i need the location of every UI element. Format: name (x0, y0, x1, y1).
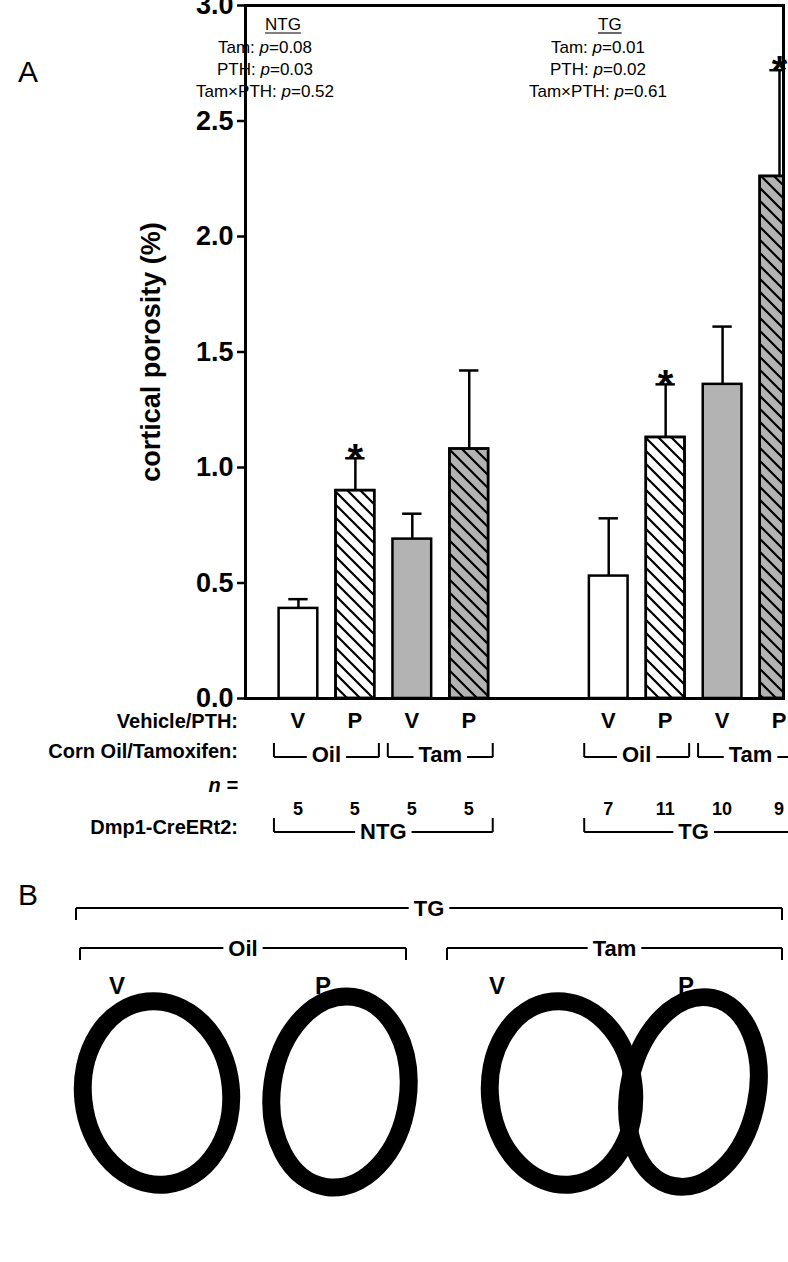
svg-text:7: 7 (603, 799, 613, 819)
svg-text:P: P (315, 972, 331, 999)
svg-text:TG: TG (598, 15, 622, 34)
svg-text:NTG: NTG (265, 15, 301, 34)
svg-text:V: V (109, 972, 125, 999)
svg-text:TG: TG (414, 896, 445, 921)
svg-text:Tam: p=0.08: Tam: p=0.08 (218, 38, 312, 57)
svg-text:B: B (18, 878, 38, 911)
svg-text:P: P (772, 708, 787, 733)
svg-text:1.5: 1.5 (196, 337, 234, 367)
svg-text:A: A (18, 55, 38, 88)
svg-text:3.0: 3.0 (196, 0, 234, 20)
svg-text:Corn Oil/Tamoxifen:: Corn Oil/Tamoxifen: (48, 740, 238, 762)
svg-text:Tam: Tam (593, 936, 637, 961)
svg-text:5: 5 (293, 799, 303, 819)
svg-text:Vehicle/PTH:: Vehicle/PTH: (117, 710, 238, 732)
svg-text:n =: n = (209, 774, 239, 796)
svg-text:Dmp1-CreERt2:: Dmp1-CreERt2: (90, 816, 238, 838)
svg-text:V: V (404, 708, 419, 733)
svg-text:Tam: Tam (729, 742, 773, 767)
svg-text:V: V (601, 708, 616, 733)
svg-text:11: 11 (656, 799, 675, 819)
svg-text:PTH: p=0.02: PTH: p=0.02 (550, 60, 646, 79)
svg-text:2.0: 2.0 (196, 221, 234, 251)
svg-text:PTH: p=0.03: PTH: p=0.03 (217, 60, 313, 79)
svg-text:*: * (348, 436, 364, 480)
svg-text:P: P (348, 708, 363, 733)
svg-text:TG: TG (678, 819, 709, 844)
svg-text:0.0: 0.0 (196, 683, 234, 713)
svg-text:Oil: Oil (312, 742, 341, 767)
svg-text:V: V (489, 972, 505, 999)
svg-text:2.5: 2.5 (196, 106, 234, 136)
svg-text:*: * (772, 48, 788, 92)
svg-text:Oil: Oil (622, 742, 651, 767)
svg-text:5: 5 (350, 799, 360, 819)
svg-text:5: 5 (464, 799, 474, 819)
svg-text:Tam: Tam (418, 742, 462, 767)
svg-text:P: P (658, 708, 673, 733)
svg-text:Oil: Oil (228, 936, 257, 961)
svg-text:P: P (461, 708, 476, 733)
svg-text:Tam×PTH: p=0.61: Tam×PTH: p=0.61 (529, 82, 667, 101)
svg-text:NTG: NTG (360, 819, 406, 844)
svg-text:0.5: 0.5 (196, 568, 234, 598)
svg-text:Tam: p=0.01: Tam: p=0.01 (551, 38, 645, 57)
svg-text:V: V (291, 708, 306, 733)
svg-text:10: 10 (712, 799, 732, 819)
svg-text:5: 5 (407, 799, 417, 819)
svg-text:Tam×PTH: p=0.52: Tam×PTH: p=0.52 (196, 82, 334, 101)
svg-text:cortical porosity (%): cortical porosity (%) (136, 222, 166, 482)
svg-text:*: * (658, 362, 674, 406)
svg-text:P: P (678, 972, 694, 999)
svg-text:V: V (715, 708, 730, 733)
svg-text:1.0: 1.0 (196, 452, 234, 482)
svg-text:9: 9 (774, 799, 784, 819)
